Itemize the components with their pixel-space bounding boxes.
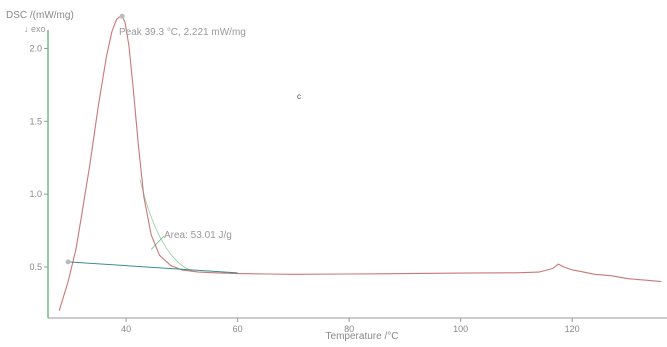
dsc-curve: [58, 15, 662, 311]
axes-layer: 0.5 1.0 1.5 2.0 40 60 80 100 120: [29, 30, 667, 334]
curve-layer: [58, 13, 662, 311]
x-tick-label: 100: [453, 324, 468, 334]
y-axis-label: DSC /(mW/mg): [6, 10, 74, 21]
peak-marker: [119, 13, 125, 19]
x-tick-label: 80: [344, 324, 354, 334]
x-tick-label: 40: [121, 324, 131, 334]
area-annotation: Area: 53.01 J/g: [164, 230, 232, 241]
peak-annotation: Peak 39.3 °C, 2.221 mW/mg: [119, 27, 246, 38]
y-tick-label: 1.5: [29, 116, 42, 126]
area-label-leader: [150, 235, 165, 250]
exo-indicator: ↓ exo: [24, 24, 46, 34]
integration-baseline: [68, 261, 238, 274]
y-tick-label: 0.5: [29, 262, 42, 272]
x-tick-label: 60: [233, 324, 243, 334]
baseline-start-marker: [65, 259, 71, 265]
x-axis-label: Temperature /°C: [326, 331, 399, 342]
stray-label: c: [297, 92, 301, 101]
area-edge: [139, 179, 194, 272]
x-tick-label: 120: [565, 324, 580, 334]
area-fill-layer: [139, 179, 194, 272]
label-layer: DSC /(mW/mg) ↓ exo Temperature /°C Peak …: [6, 10, 398, 342]
y-tick-label: 2.0: [29, 43, 42, 53]
y-tick-label: 1.0: [29, 189, 42, 199]
